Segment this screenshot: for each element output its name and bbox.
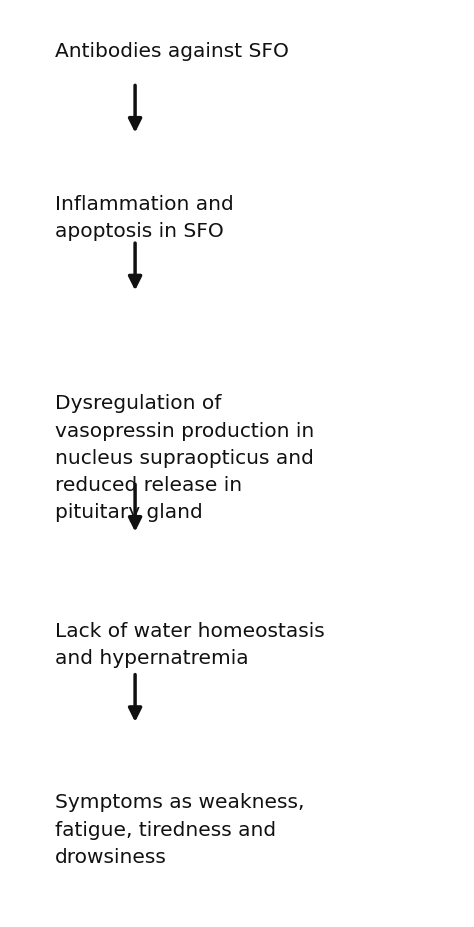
Text: Inflammation and
apoptosis in SFO: Inflammation and apoptosis in SFO bbox=[55, 195, 233, 241]
Text: Symptoms as weakness,
fatigue, tiredness and
drowsiness: Symptoms as weakness, fatigue, tiredness… bbox=[55, 793, 304, 866]
Text: Antibodies against SFO: Antibodies against SFO bbox=[55, 42, 288, 60]
Text: Lack of water homeostasis
and hypernatremia: Lack of water homeostasis and hypernatre… bbox=[55, 621, 324, 667]
Text: Dysregulation of
vasopressin production in
nucleus supraopticus and
reduced rele: Dysregulation of vasopressin production … bbox=[55, 394, 314, 522]
